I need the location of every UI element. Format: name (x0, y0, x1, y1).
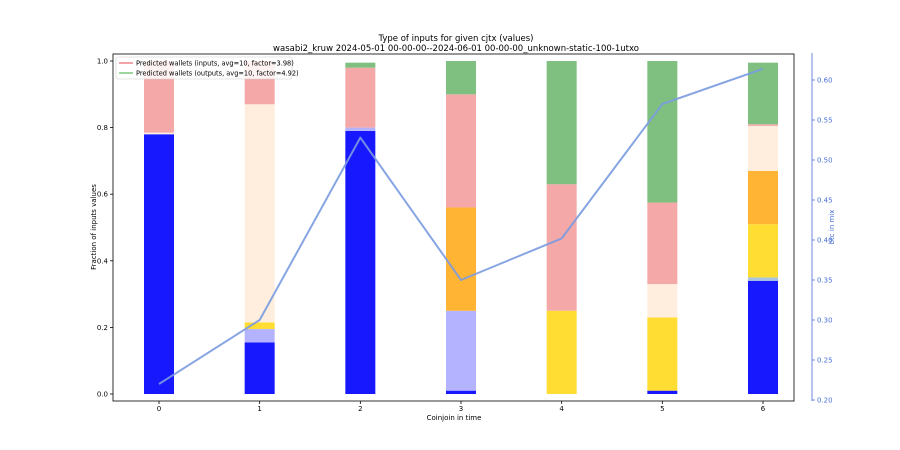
y2-axis-label: btc in mix (828, 210, 836, 245)
y2-tick-label-1: 0.25 (817, 357, 833, 365)
y-tick-label-0: 0.0 (97, 391, 108, 399)
bar-segment-3-7 (446, 61, 476, 95)
x-tick-label-1: 1 (257, 405, 261, 413)
bar-segment-6-0 (748, 280, 778, 394)
bar-segment-2-0 (345, 130, 376, 394)
bar-segment-5-6 (647, 202, 678, 285)
y-tick-label-2: 0.4 (97, 257, 109, 265)
x-tick-label-6: 6 (761, 405, 766, 413)
y2-tick-label-7: 0.55 (817, 117, 833, 125)
bar-segment-3-0 (446, 390, 476, 394)
y-tick-label-1: 0.2 (97, 324, 108, 332)
bar-segment-6-6 (748, 124, 778, 126)
legend-label-inputs: Predicted wallets (inputs, avg=10, facto… (136, 60, 294, 68)
x-tick-label-3: 3 (459, 405, 463, 413)
btc-line-layer (158, 67, 764, 385)
bar-segment-1-5 (244, 104, 275, 323)
y2-tick-label-0: 0.20 (817, 397, 833, 405)
bar-segment-4-6 (546, 184, 577, 311)
bar-segment-1-0 (244, 342, 275, 394)
bar-segment-0-0 (144, 134, 174, 394)
bar-segment-5-0 (647, 390, 678, 394)
bar-segment-1-1 (244, 329, 275, 343)
y2-tick-label-5: 0.45 (817, 197, 833, 205)
bar-segment-3-6 (446, 94, 476, 208)
x-tick-label-2: 2 (358, 405, 362, 413)
bar-segment-6-2 (748, 277, 778, 281)
bar-segment-0-5 (144, 132, 174, 135)
bar-segment-1-3 (244, 322, 275, 330)
bar-segment-6-5 (748, 125, 778, 171)
chart-subtitle: wasabi2_kruw 2024-05-01 00-00-00--2024-0… (273, 44, 639, 54)
legend-box (115, 56, 293, 80)
x-tick-label-4: 4 (559, 405, 564, 413)
bar-segment-5-7 (647, 61, 678, 203)
bar-segment-6-3 (748, 224, 778, 278)
y-tick-label-5: 1.0 (97, 58, 108, 66)
ticks-layer: 0.0 0.2 0.4 0.6 0.8 1.0 0.20 0.25 0.30 0.35 0.40 0.… (97, 53, 833, 413)
legend-label-outputs: Predicted wallets (outputs, avg=10, fact… (136, 70, 299, 78)
x-tick-label-5: 5 (660, 405, 664, 413)
bar-segment-4-7 (546, 61, 577, 185)
bar-segment-2-6 (345, 67, 376, 128)
y-tick-label-3: 0.6 (97, 191, 109, 199)
bar-segment-5-3 (647, 317, 678, 391)
bar-segment-4-3 (546, 310, 577, 394)
bar-segment-5-5 (647, 284, 678, 318)
y2-tick-label-2: 0.30 (817, 317, 833, 325)
y2-tick-label-4: 0.40 (817, 237, 833, 245)
bar-segment-3-1 (446, 310, 476, 391)
y2-tick-label-8: 0.60 (817, 77, 833, 85)
x-axis-label: Coinjoin in time (427, 414, 482, 422)
y-axis-label: Fraction of inputs values (90, 184, 98, 270)
y-tick-label-4: 0.8 (97, 124, 108, 132)
bars-layer (144, 61, 778, 394)
bar-segment-2-7 (345, 62, 376, 68)
y2-tick-label-3: 0.35 (817, 277, 833, 285)
x-tick-label-0: 0 (157, 405, 161, 413)
bar-segment-2-1 (345, 127, 376, 131)
bar-segment-6-4 (748, 170, 778, 225)
chart-title: Type of inputs for given cjtx (values) (378, 34, 534, 44)
legend: Predicted wallets (inputs, avg=10, facto… (115, 56, 299, 80)
bar-segment-3-4 (446, 207, 476, 311)
y2-tick-label-6: 0.50 (817, 157, 833, 165)
plot-frame (112, 53, 795, 402)
